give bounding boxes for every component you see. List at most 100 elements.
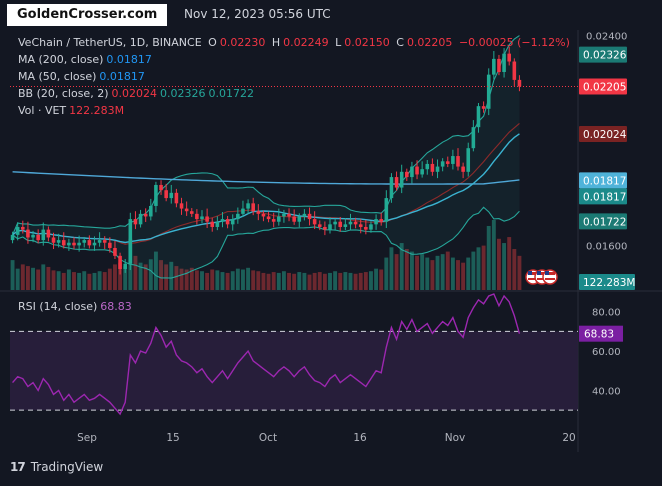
legend-ma200-value: 0.01817 — [106, 53, 152, 66]
rsi-badge — [579, 325, 623, 342]
volume-bar — [476, 247, 481, 290]
volume-bar — [271, 272, 276, 290]
candle-body — [425, 163, 430, 170]
ma200-line — [12, 171, 520, 185]
candle-body — [282, 213, 286, 217]
candle-body — [492, 58, 496, 75]
legend-ma50-label: MA (50, close) — [18, 70, 97, 83]
volume-bar — [389, 247, 394, 290]
candle-body — [159, 184, 163, 191]
candle-body — [215, 221, 220, 227]
price-axis: 0.02400 0.01600 0.01817 0.01817 0.02326 0.017… — [579, 31, 635, 290]
candle-body — [97, 240, 102, 243]
volume-bar — [466, 257, 471, 290]
candle-body — [292, 216, 296, 222]
volume-bar — [102, 272, 107, 290]
candle-body — [399, 171, 404, 188]
legend-symbol: VeChain / TetherUS, 1D, BINANCE — [18, 36, 202, 49]
moving-averages — [12, 133, 520, 244]
candle-body — [138, 213, 143, 225]
candle-body — [128, 219, 133, 264]
time-tick-label: 16 — [353, 432, 367, 444]
price-badge-text: 0.02205 — [583, 81, 626, 93]
candle-body — [297, 216, 302, 222]
volume-bar — [302, 272, 307, 290]
volume-bar — [297, 272, 302, 290]
volume-bar — [31, 267, 35, 290]
candle-body — [46, 229, 51, 238]
us-flag-icon-stripe — [528, 272, 538, 275]
candle-body — [338, 221, 343, 227]
volume-bar — [220, 272, 225, 290]
tradingview-logo-text: TradingView — [30, 460, 104, 474]
legend-volume: Vol · VET 122.283M — [18, 104, 127, 117]
price-badge-text: 0.02024 — [583, 129, 627, 141]
candles — [10, 46, 522, 275]
candle-body — [405, 171, 409, 178]
volume-bar — [235, 268, 240, 290]
price-badge-bb_basis — [579, 126, 627, 142]
rsi-line — [12, 293, 521, 416]
candle-body — [230, 219, 235, 225]
candle-body — [36, 234, 40, 241]
volume-bar — [517, 255, 522, 290]
candle-body — [374, 219, 378, 225]
volume-bar — [36, 269, 41, 290]
volume-bar — [118, 262, 123, 290]
candle-body — [67, 242, 71, 246]
legend-ohlc: VeChain / TetherUS, 1D, BINANCE O 0.02230… — [18, 36, 573, 49]
volume-bar — [415, 255, 419, 290]
volume-bar — [456, 260, 460, 290]
volume-bar — [241, 269, 245, 290]
timestamp: Nov 12, 2023 05:56 UTC — [184, 7, 331, 21]
legend-open-label: O — [208, 36, 217, 49]
candle-body — [481, 106, 486, 109]
ma50-line — [12, 133, 520, 244]
volume-bar — [25, 266, 30, 290]
volume-bar — [276, 272, 281, 290]
volume-bar — [215, 270, 220, 290]
tradingview-logo[interactable]: 17 TradingView — [10, 460, 103, 474]
candle-body — [348, 221, 353, 225]
price-badge-text: 0.02326 — [583, 50, 627, 62]
us-flag-icon-stripe — [545, 272, 555, 275]
event-flags — [525, 269, 558, 285]
volume-bar — [169, 261, 174, 290]
volume-bar — [450, 257, 455, 290]
legend-bb-basis: 0.02024 — [111, 87, 158, 100]
legend-bb-label: BB (20, close, 2) — [18, 87, 109, 100]
volume-bar — [430, 260, 435, 290]
candle-body — [143, 213, 148, 217]
brand-logo[interactable]: GoldenCrosser.com — [7, 4, 168, 26]
candle-body — [77, 242, 81, 246]
rsi-tick-label: 40.00 — [592, 386, 621, 397]
legend-bb-lower: 0.01722 — [208, 87, 255, 100]
volume-bar — [338, 272, 343, 290]
candle-body — [82, 240, 87, 243]
bb-upper-line — [12, 35, 520, 236]
legend-ma50: MA (50, close) 0.01817 — [18, 70, 148, 83]
volume-bar — [266, 273, 271, 290]
price-tick-label: 0.02400 — [586, 31, 627, 42]
candle-body — [251, 203, 255, 212]
candle-body — [440, 161, 445, 167]
candle-body — [333, 221, 337, 225]
candle-body — [26, 229, 30, 238]
candle-body — [113, 247, 117, 256]
volume-bar — [46, 266, 51, 290]
candle-body — [164, 190, 168, 199]
candle-body — [51, 237, 56, 243]
candle-body — [379, 219, 383, 222]
volume-bar — [471, 251, 476, 290]
header-bar: GoldenCrosser.com Nov 12, 2023 05:56 UTC — [0, 0, 662, 30]
legend-ma50-value: 0.01817 — [99, 70, 145, 83]
candle-body — [108, 242, 112, 248]
volume-bar — [497, 238, 501, 290]
us-flag-icon-canton — [537, 271, 541, 275]
candle-body — [302, 213, 307, 217]
candle-body — [461, 166, 465, 172]
candle-body — [10, 234, 15, 241]
time-axis: Sep 15 Oct 16 Nov 20 — [77, 432, 576, 444]
legend-volume-value: 122.283M — [69, 104, 125, 117]
